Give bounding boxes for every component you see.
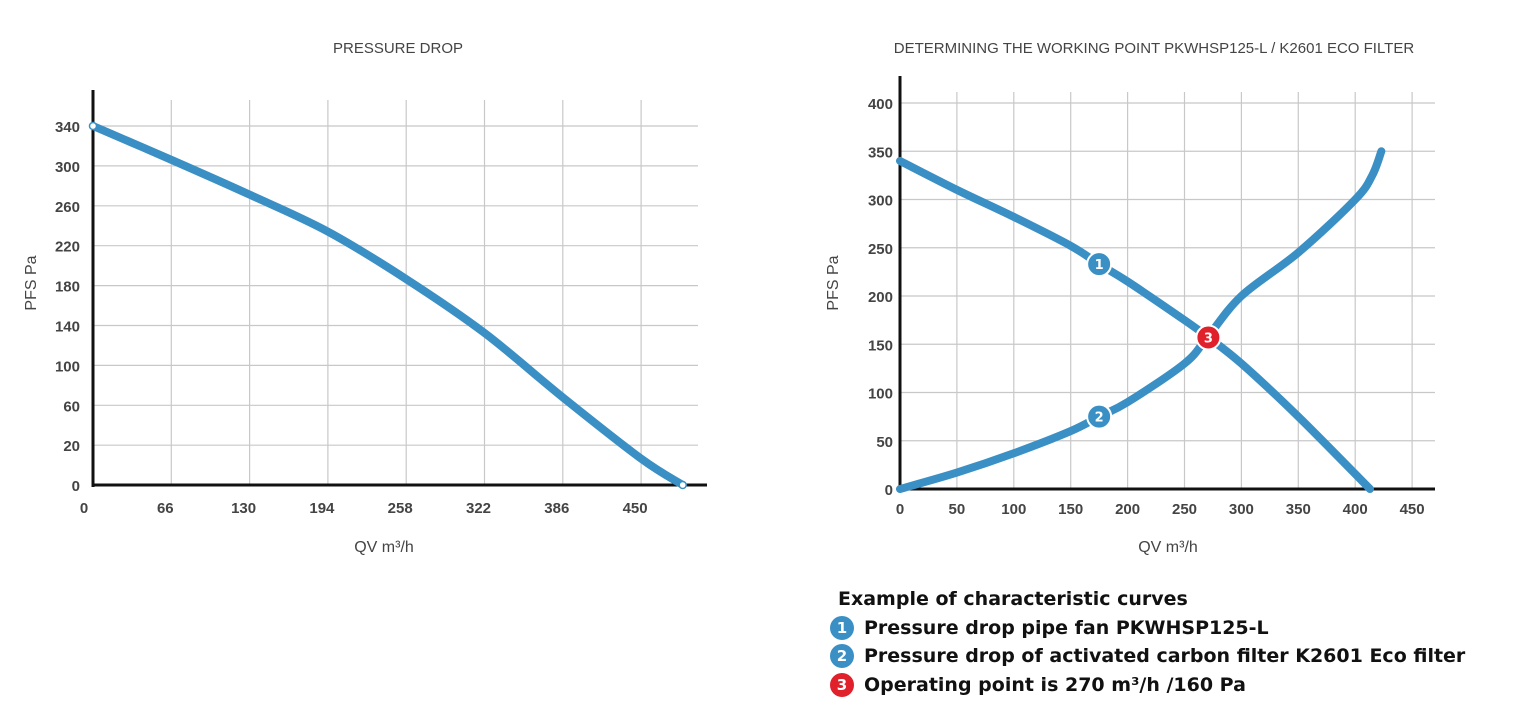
chart1-ylabel: PFS Pa bbox=[23, 255, 40, 310]
number-3-icon: 3 bbox=[830, 672, 854, 697]
y-tick-label: 400 bbox=[868, 96, 893, 113]
series-line-2 bbox=[896, 147, 1386, 493]
y-tick-label: 180 bbox=[55, 279, 80, 296]
legend-item: 2 Pressure drop of activated carbon filte… bbox=[830, 642, 1465, 671]
x-tick-label: 200 bbox=[1115, 501, 1140, 518]
marker-label: 2 bbox=[1095, 411, 1104, 426]
endpoint-marker bbox=[88, 121, 98, 131]
chart2-ylabel: PFS Pa bbox=[825, 255, 842, 310]
chart2-title: DETERMINING THE WORKING POINT PKWHSP125-… bbox=[894, 40, 1415, 57]
legend-text: Operating point is 270 m³/h /160 Pa bbox=[864, 673, 1246, 696]
y-tick-label: 100 bbox=[868, 386, 893, 403]
x-tick-label: 386 bbox=[544, 500, 569, 517]
x-tick-label: 100 bbox=[1001, 501, 1026, 518]
y-tick-label: 340 bbox=[55, 119, 80, 136]
x-tick-label: 350 bbox=[1286, 501, 1311, 518]
chart1-title: PRESSURE DROP bbox=[333, 40, 463, 57]
y-tick-label: 300 bbox=[55, 159, 80, 176]
y-tick-label: 200 bbox=[868, 289, 893, 306]
y-tick-label: 220 bbox=[55, 239, 80, 256]
endpoint-marker bbox=[678, 480, 687, 490]
legend-text: Pressure drop of activated carbon filter… bbox=[864, 645, 1466, 667]
legend-title: Example of characteristic curves bbox=[838, 588, 1188, 610]
y-tick-label: 20 bbox=[63, 438, 80, 455]
y-tick-label: 250 bbox=[868, 241, 893, 258]
x-tick-label: 0 bbox=[896, 501, 904, 518]
marker-3-icon bbox=[1195, 324, 1222, 351]
x-tick-label: 130 bbox=[231, 500, 256, 517]
legend-item: 3 Operating point is 270 m³/h /160 Pa bbox=[830, 671, 1465, 700]
x-tick-label: 250 bbox=[1172, 501, 1197, 518]
y-tick-label: 350 bbox=[868, 144, 893, 161]
legend: Example of characteristic curves 1 Pressu… bbox=[830, 585, 1465, 699]
series-line bbox=[89, 122, 687, 489]
y-tick-label: 50 bbox=[876, 434, 893, 451]
legend-text: Pressure drop pipe fan PKWHSP125-L bbox=[864, 616, 1269, 639]
number-2-icon: 2 bbox=[830, 644, 854, 669]
marker-2-icon bbox=[1086, 403, 1113, 430]
y-tick-label: 0 bbox=[72, 478, 80, 495]
x-tick-label: 0 bbox=[80, 500, 88, 517]
x-tick-label: 194 bbox=[309, 500, 335, 517]
y-tick-label: 300 bbox=[868, 193, 893, 210]
y-tick-label: 260 bbox=[55, 199, 80, 216]
x-tick-label: 322 bbox=[466, 500, 491, 517]
y-tick-label: 100 bbox=[55, 358, 80, 375]
marker-label: 3 bbox=[1204, 331, 1213, 346]
chart2-xlabel: QV m³/h bbox=[1138, 539, 1198, 556]
series-line-1 bbox=[896, 156, 1374, 493]
legend-item: 1 Pressure drop pipe fan PKWHSP125-L bbox=[830, 614, 1465, 643]
x-tick-label: 66 bbox=[157, 500, 174, 517]
marker-1-icon bbox=[1086, 251, 1113, 278]
x-tick-label: 450 bbox=[623, 500, 648, 517]
x-tick-label: 300 bbox=[1229, 501, 1254, 518]
x-tick-label: 400 bbox=[1343, 501, 1368, 518]
x-tick-label: 258 bbox=[388, 500, 413, 517]
marker-label: 1 bbox=[1095, 258, 1104, 273]
x-tick-label: 450 bbox=[1400, 501, 1425, 518]
y-tick-label: 140 bbox=[55, 319, 80, 336]
y-tick-label: 60 bbox=[63, 398, 80, 415]
chart1-xlabel: QV m³/h bbox=[354, 539, 414, 556]
x-tick-label: 150 bbox=[1058, 501, 1083, 518]
y-tick-label: 0 bbox=[885, 482, 893, 499]
y-tick-label: 150 bbox=[868, 337, 893, 354]
number-1-icon: 1 bbox=[830, 615, 854, 640]
x-tick-label: 50 bbox=[949, 501, 966, 518]
